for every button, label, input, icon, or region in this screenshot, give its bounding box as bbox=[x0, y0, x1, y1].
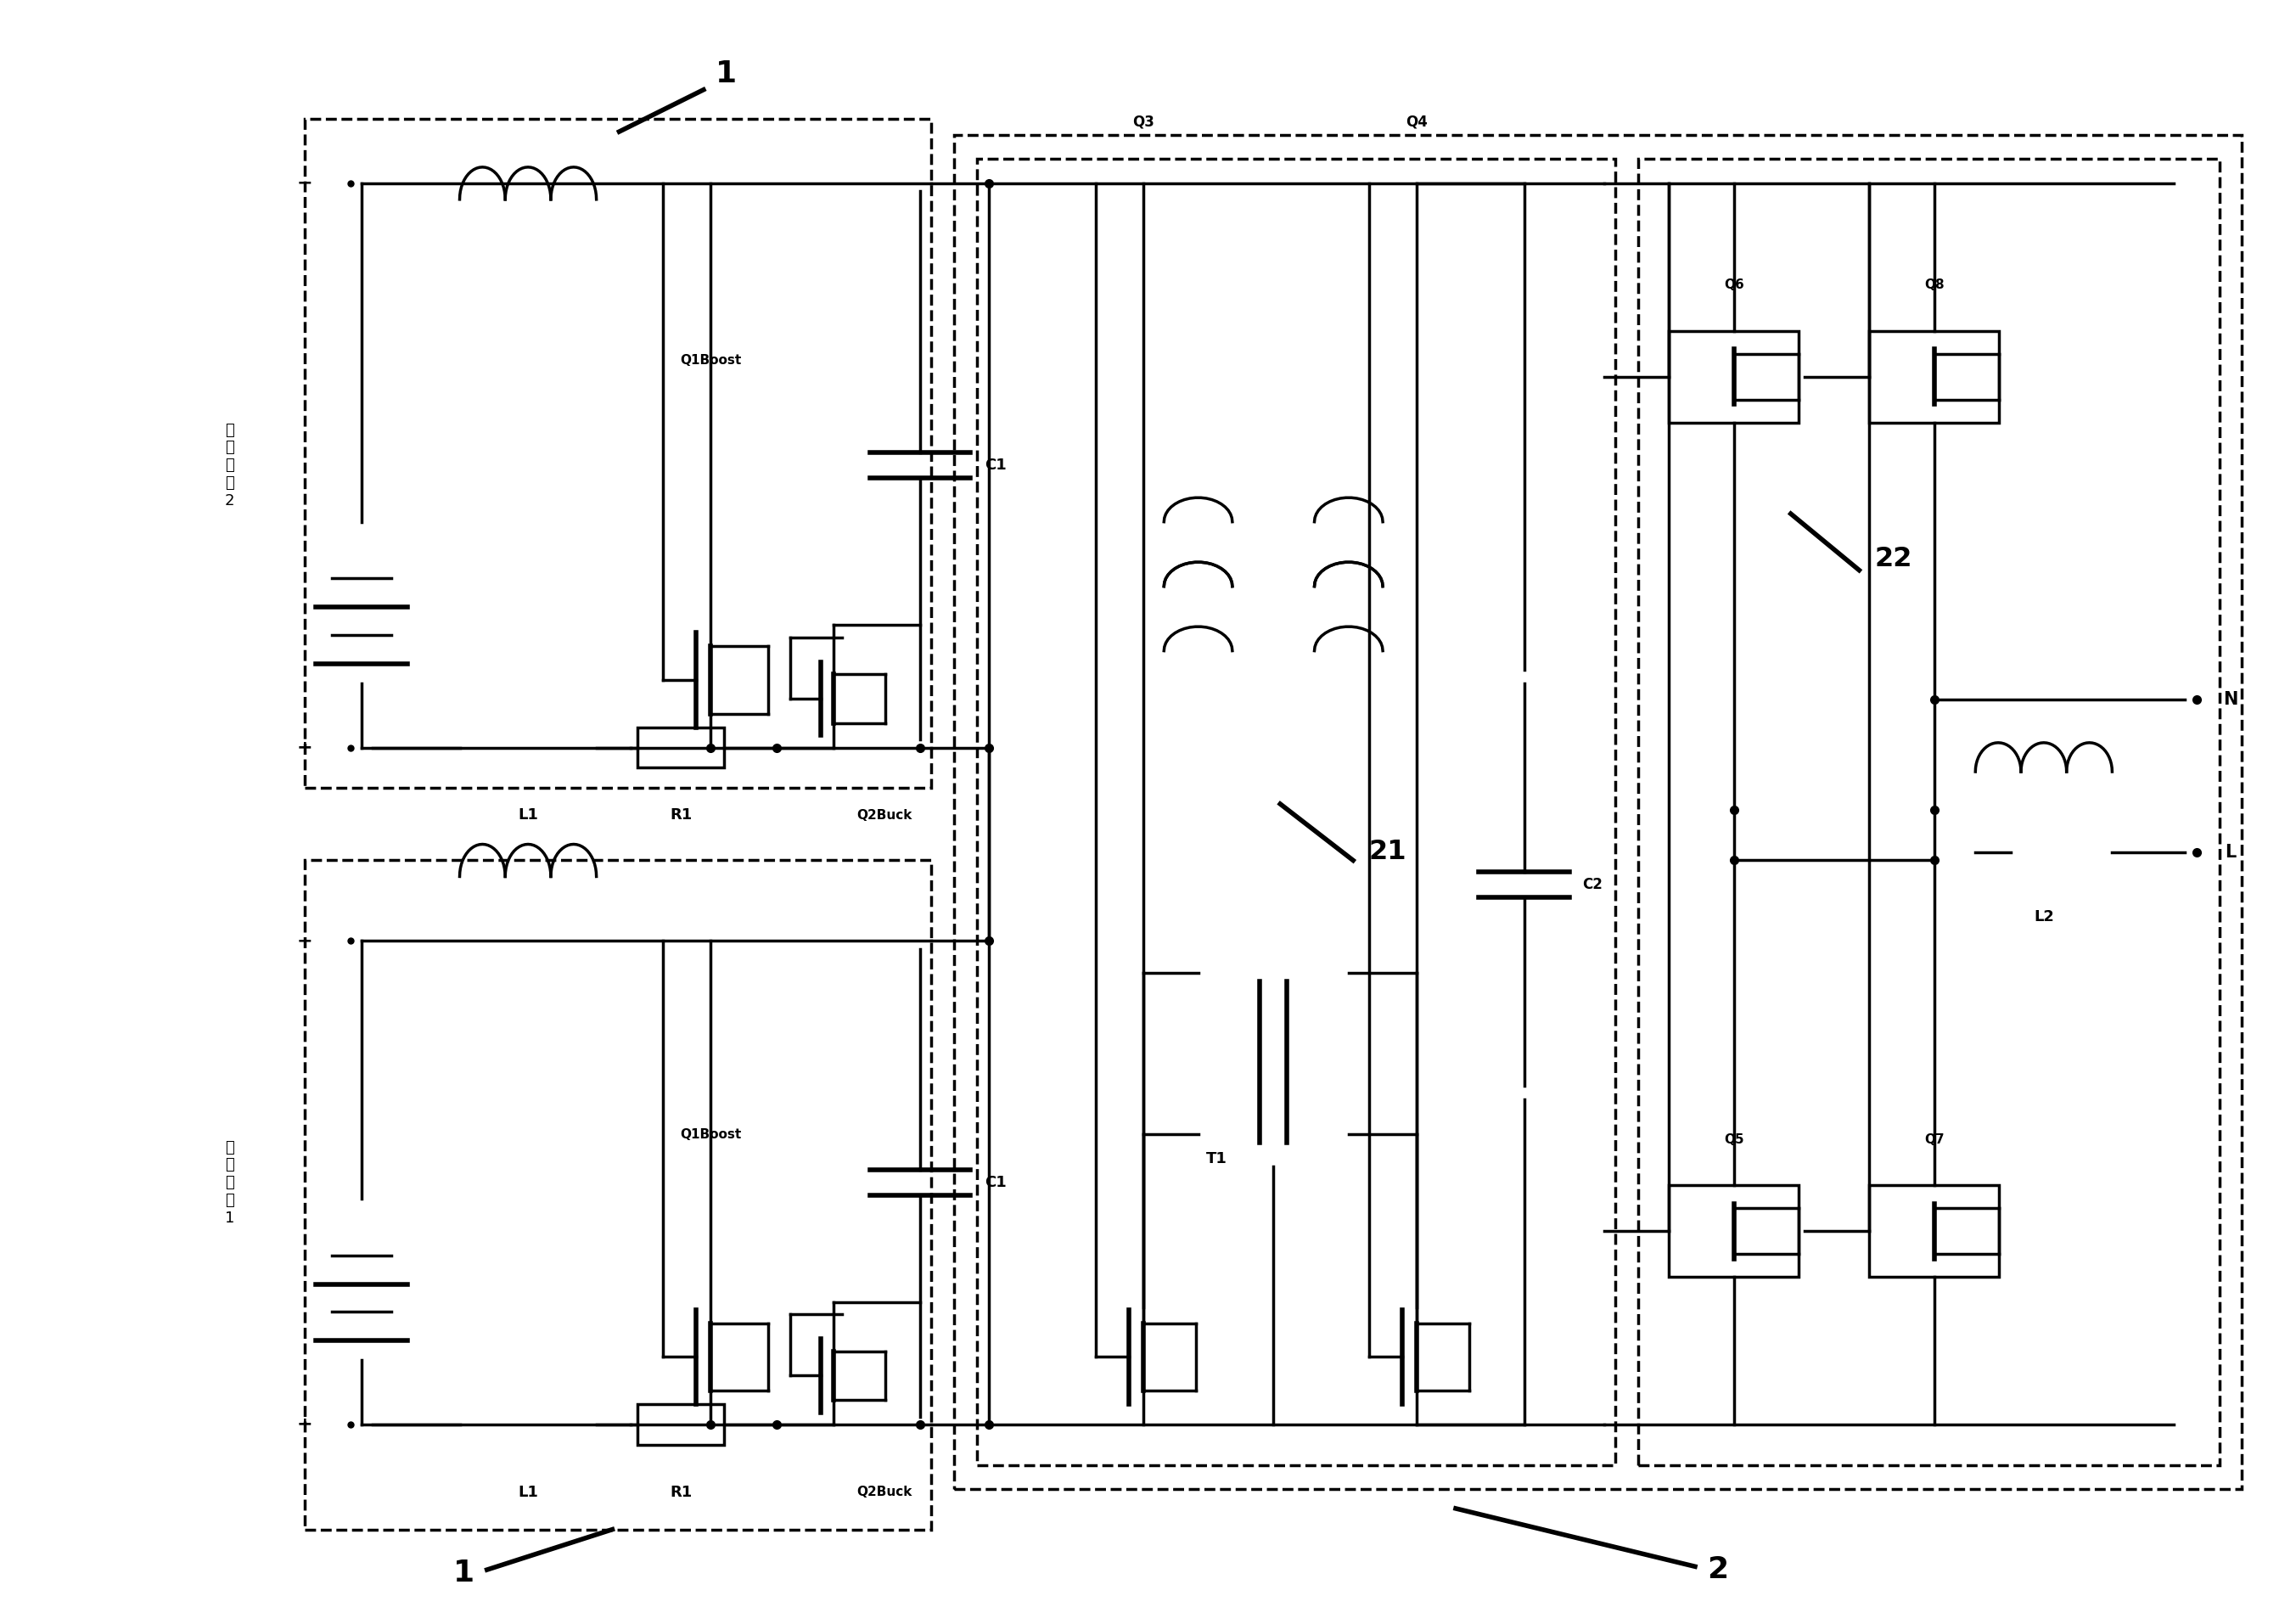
Text: L2: L2 bbox=[2034, 909, 2055, 924]
Bar bbox=[1869, 331, 2000, 422]
Text: 被
测
电
池
2: 被 测 电 池 2 bbox=[225, 422, 234, 508]
Text: Q1Boost: Q1Boost bbox=[680, 354, 742, 367]
Text: R1: R1 bbox=[670, 1484, 691, 1501]
Text: 2: 2 bbox=[1708, 1556, 1729, 1583]
Text: Q2Buck: Q2Buck bbox=[856, 1486, 912, 1499]
Text: −: − bbox=[296, 932, 312, 950]
Text: 1: 1 bbox=[716, 58, 737, 88]
Bar bbox=[305, 861, 932, 1530]
Text: 1: 1 bbox=[455, 1559, 475, 1587]
Text: +: + bbox=[296, 739, 312, 757]
Text: 被
测
电
池
1: 被 测 电 池 1 bbox=[225, 1140, 234, 1226]
Bar bbox=[978, 159, 1616, 1465]
Text: 21: 21 bbox=[1368, 840, 1405, 866]
Bar bbox=[638, 728, 723, 768]
Text: L1: L1 bbox=[519, 1484, 537, 1501]
Text: L1: L1 bbox=[519, 807, 537, 823]
Text: Q6: Q6 bbox=[1724, 278, 1745, 291]
Text: C1: C1 bbox=[985, 1176, 1006, 1190]
Text: Q2Buck: Q2Buck bbox=[856, 809, 912, 822]
Text: C1: C1 bbox=[985, 458, 1006, 473]
Text: Q5: Q5 bbox=[1724, 1134, 1745, 1145]
Text: L: L bbox=[2225, 844, 2236, 861]
Text: T1: T1 bbox=[1205, 1151, 1226, 1166]
Bar bbox=[955, 135, 2243, 1489]
Text: Q4: Q4 bbox=[1405, 114, 1428, 130]
Text: R1: R1 bbox=[670, 807, 691, 823]
Text: Q3: Q3 bbox=[1132, 114, 1155, 130]
Text: +: + bbox=[296, 1416, 312, 1432]
Bar bbox=[305, 119, 932, 788]
Text: N: N bbox=[2223, 690, 2239, 708]
Text: Q7: Q7 bbox=[1924, 1134, 1945, 1145]
Text: −: − bbox=[296, 175, 312, 192]
Bar bbox=[1669, 1186, 1798, 1276]
Bar bbox=[1669, 331, 1798, 422]
Text: Q1Boost: Q1Boost bbox=[680, 1129, 742, 1140]
Bar bbox=[638, 1405, 723, 1445]
Bar bbox=[1637, 159, 2220, 1465]
Bar bbox=[1869, 1186, 2000, 1276]
Text: 22: 22 bbox=[1874, 546, 1913, 572]
Text: C2: C2 bbox=[1582, 877, 1603, 892]
Text: Q8: Q8 bbox=[1924, 278, 1945, 291]
